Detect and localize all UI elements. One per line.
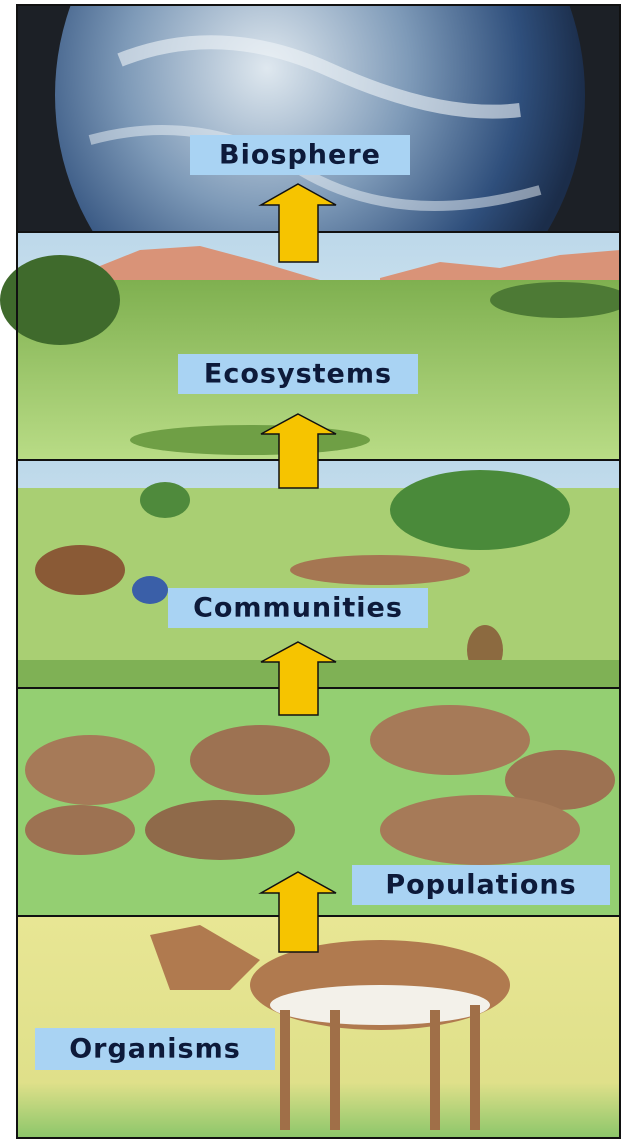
level-label: Populations [385,870,576,901]
level-label: Biosphere [219,140,381,171]
level-label: Organisms [69,1034,241,1065]
level-label: Ecosystems [204,359,392,390]
diagram: Biosphere Ecosystems Communities Populat… [0,0,621,1140]
level-label: Communities [193,593,403,624]
page: Biosphere Ecosystems Communities Populat… [0,0,621,1140]
